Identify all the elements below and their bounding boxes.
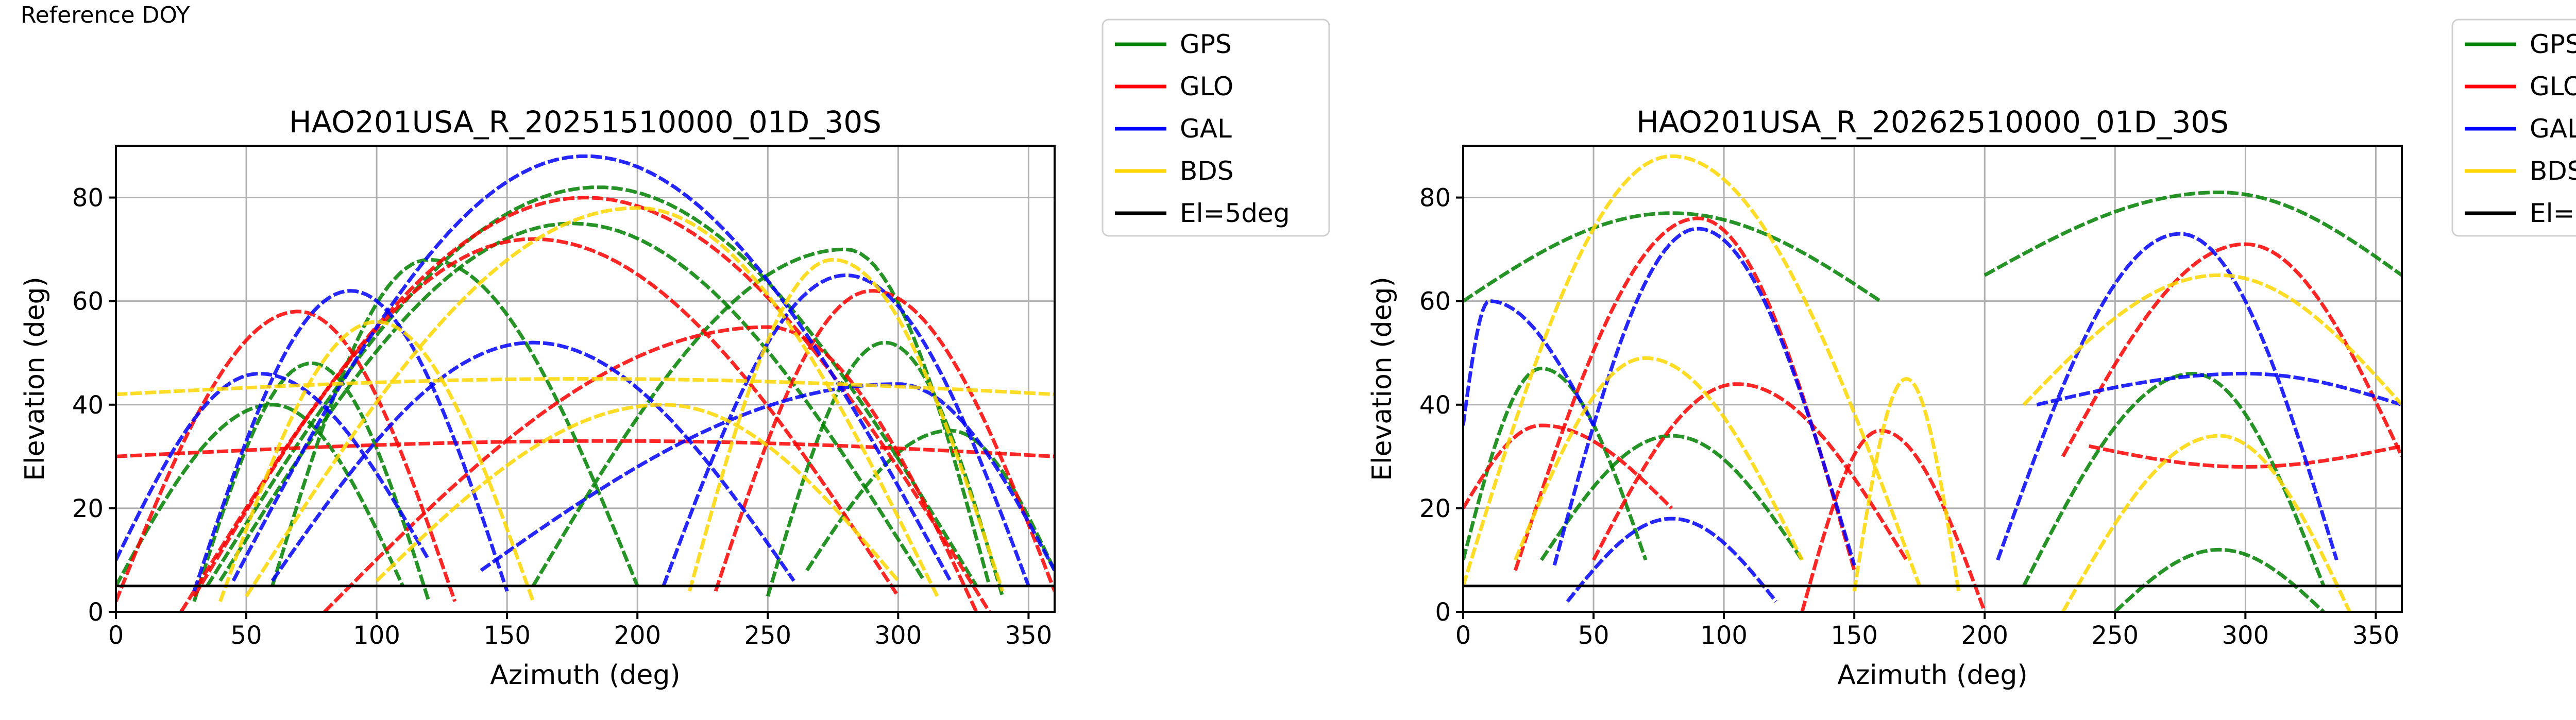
legend-label: GPS [2530, 29, 2576, 59]
skyplot-chart-left: 0 50 100 150 200 250 300 350 0 20 40 60 80 HAO201USA_… [20, 19, 1330, 691]
track-glo [1591, 382, 1908, 561]
plot-area [1463, 154, 2402, 612]
track-gps [1539, 434, 1804, 561]
x-tick-label: 350 [2352, 621, 2400, 650]
legend: GPS GLO GAL BDS El=5deg [2451, 19, 2576, 237]
track-bds [375, 403, 900, 582]
legend-label: GLO [2530, 72, 2576, 101]
reference-doy-label: Reference DOY [21, 2, 190, 28]
track-gps [116, 403, 404, 587]
x-axis-label: Azimuth (deg) [490, 660, 680, 691]
track-gal [270, 340, 795, 582]
y-axis-label: Elevation (deg) [1367, 277, 1398, 481]
y-tick-label: 60 [72, 287, 104, 316]
track-bds [2061, 434, 2351, 612]
track-gal [231, 154, 952, 582]
y-tick-label: 0 [88, 598, 104, 627]
track-bds [245, 206, 939, 597]
track-gal [1552, 227, 1856, 566]
axes-frame [1462, 145, 2403, 613]
x-tick-label: 250 [2091, 621, 2139, 650]
plot-area [116, 154, 1055, 612]
y-tick-label: 20 [1419, 494, 1451, 523]
y-tick-label: 40 [1419, 391, 1451, 420]
y-tick-label: 20 [72, 494, 104, 523]
track-gps [531, 247, 991, 587]
chart-title: HAO201USA_R_20251510000_01D_30S [289, 105, 882, 140]
track-gal [1996, 232, 2338, 561]
track-gps [766, 340, 1005, 597]
y-axis-label: Elevation (deg) [20, 277, 50, 481]
track-gal [192, 289, 509, 592]
legend-label: BDS [2530, 156, 2576, 186]
legend-label: GLO [1180, 72, 1233, 101]
track-gps [1984, 190, 2402, 277]
y-tick-label: 80 [1419, 184, 1451, 213]
legend: GPS GLO GAL BDS El=5deg [1101, 19, 1330, 237]
x-tick-label: 100 [1700, 621, 1748, 650]
track-gal [1566, 517, 1778, 603]
legend-label: El=5deg [1180, 198, 1290, 228]
legend-label: BDS [1180, 156, 1234, 186]
track-bds [2022, 273, 2402, 406]
track-gal [662, 273, 1030, 587]
legend-box [1101, 19, 1330, 237]
x-tick-label: 50 [231, 621, 262, 650]
track-gps [1463, 366, 1648, 561]
track-glo [2088, 444, 2402, 469]
track-glo [1800, 428, 1987, 612]
y-tick-label: 60 [1419, 287, 1451, 316]
track-gal [480, 382, 1055, 572]
track-bds [218, 320, 535, 603]
x-tick-label: 300 [875, 621, 922, 650]
x-tick-label: 300 [2222, 621, 2269, 650]
track-bds [1463, 154, 1921, 587]
x-tick-label: 100 [353, 621, 400, 650]
x-tick-label: 200 [1961, 621, 2008, 650]
x-tick-label: 150 [483, 621, 531, 650]
track-glo [323, 325, 978, 612]
y-tick-label: 0 [1435, 598, 1451, 627]
track-glo [116, 439, 1055, 458]
legend-label: GPS [1180, 29, 1232, 59]
track-bds [688, 258, 1005, 592]
track-gal [2036, 371, 2402, 407]
track-gps [2113, 547, 2325, 612]
track-bds [1513, 356, 1804, 561]
track-bds [116, 377, 1055, 397]
y-tick-label: 40 [72, 391, 104, 420]
x-tick-label: 50 [1578, 621, 1609, 650]
track-bds [1852, 376, 1961, 592]
track-glo [2061, 242, 2402, 457]
track-gps [1463, 211, 1882, 303]
x-tick-label: 0 [1455, 621, 1471, 650]
legend-label: El=5deg [2530, 198, 2576, 228]
track-gps [218, 221, 926, 582]
track-gal [1463, 299, 1596, 426]
axes-frame [115, 145, 1056, 613]
x-axis-label: Azimuth (deg) [1837, 660, 2027, 691]
x-tick-label: 0 [108, 621, 124, 650]
chart-title: HAO201USA_R_20262510000_01D_30S [1636, 105, 2229, 140]
track-glo [192, 237, 900, 597]
x-tick-label: 150 [1831, 621, 1878, 650]
y-tick-label: 80 [72, 184, 104, 213]
x-tick-label: 200 [614, 621, 661, 650]
legend-label: GAL [1180, 114, 1232, 144]
track-glo [714, 289, 1055, 592]
legend-label: GAL [2530, 114, 2576, 144]
track-glo [1463, 423, 1673, 510]
skyplot-chart-right: 0 50 100 150 200 250 300 350 0 20 40 60 80 HAO201USA_… [1367, 19, 2576, 691]
track-gps [192, 361, 431, 602]
x-tick-label: 250 [744, 621, 791, 650]
x-tick-label: 350 [1005, 621, 1053, 650]
